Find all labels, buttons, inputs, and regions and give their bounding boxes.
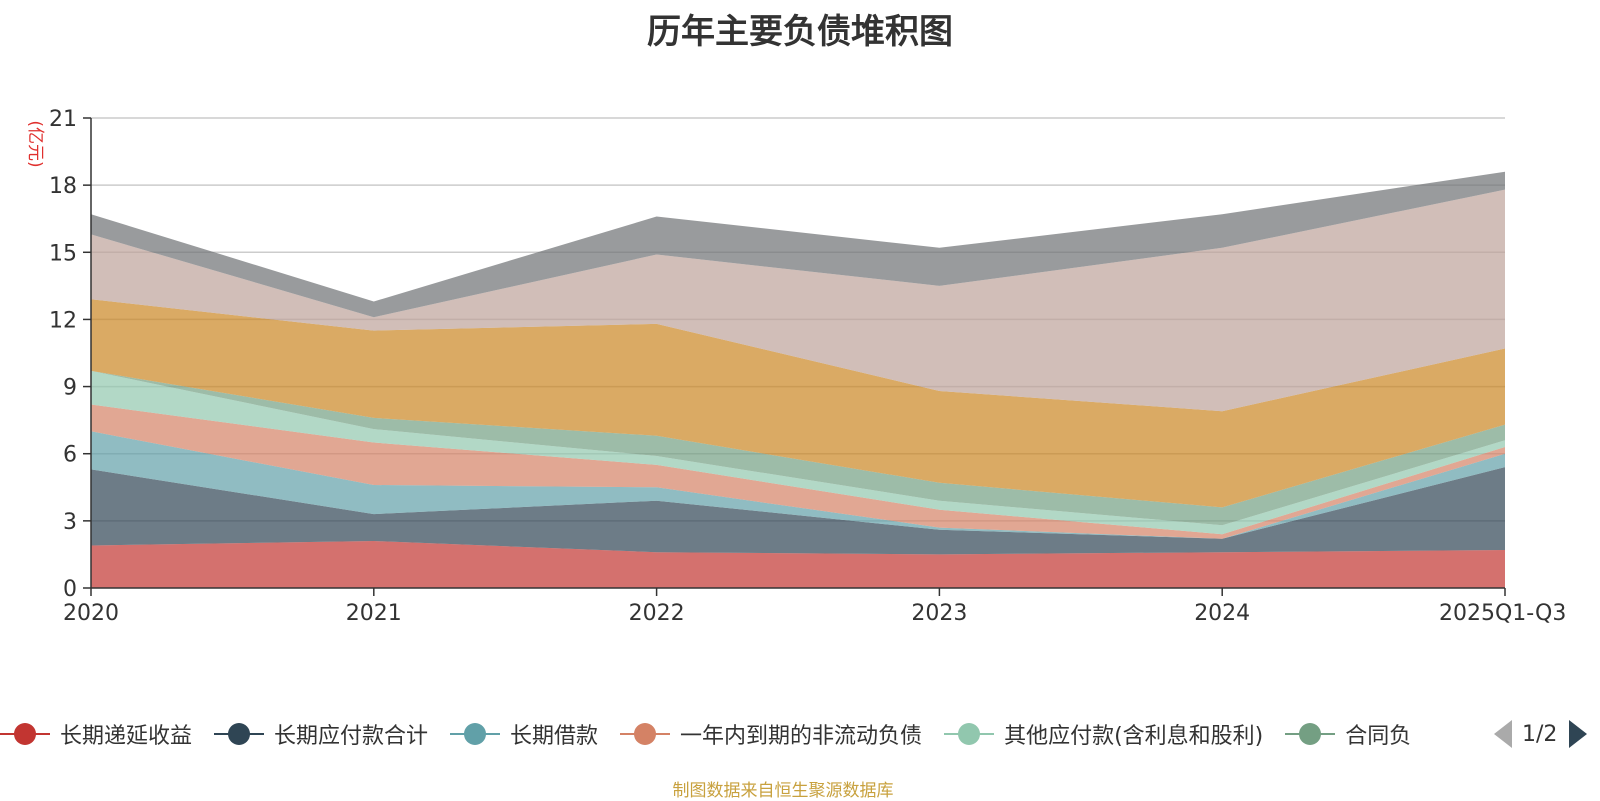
y-tick-label: 21 bbox=[49, 107, 77, 132]
area-应付账款 bbox=[91, 299, 1505, 508]
y-tick-label: 6 bbox=[63, 443, 77, 468]
legend-page-indicator: 1/2 bbox=[1522, 721, 1558, 747]
area-应付票据 bbox=[91, 189, 1505, 412]
y-tick-label: 3 bbox=[63, 510, 77, 535]
area-长期借款 bbox=[91, 431, 1505, 539]
x-tick-label: 2021 bbox=[346, 601, 402, 626]
legend-item[interactable]: 一年内到期的非流动负债 bbox=[620, 714, 922, 754]
legend-marker-icon bbox=[944, 722, 995, 746]
chart-plot: 0 3 6 9 12 15 18 21 2020 2021 2022 2023 2024 2025Q1-Q… bbox=[25, 107, 1566, 626]
x-tick-label: 2023 bbox=[911, 601, 967, 626]
y-axis-unit-label: (亿元) bbox=[25, 120, 45, 167]
x-tick-label: 2022 bbox=[629, 601, 685, 626]
legend-label: 一年内到期的非流动负债 bbox=[680, 724, 923, 749]
legend-marker-icon bbox=[214, 722, 265, 746]
chart-title: 历年主要负债堆积图 bbox=[647, 12, 953, 52]
legend-item[interactable]: 其他应付款(含利息和股利) bbox=[944, 714, 1263, 754]
legend-next-page-icon[interactable] bbox=[1569, 720, 1588, 748]
legend: 长期递延收益 长期应付款合计 长期借款 一年内到期的非流动负债 其他应付款(含利息和股利… bbox=[0, 714, 1488, 754]
area-长期递延收益 bbox=[91, 541, 1505, 588]
legend-item[interactable]: 合同负 bbox=[1285, 714, 1411, 754]
legend-marker-icon bbox=[1285, 722, 1336, 746]
legend-item[interactable]: 长期递延收益 bbox=[0, 714, 192, 754]
area-series bbox=[91, 171, 1505, 588]
y-tick-label: 15 bbox=[49, 241, 77, 266]
x-tick-label: 2024 bbox=[1194, 601, 1250, 626]
legend-label: 其他应付款(含利息和股利) bbox=[1004, 724, 1264, 749]
area-长期应付款合计 bbox=[91, 467, 1505, 555]
area-短期借款 bbox=[91, 171, 1505, 318]
source-note: 制图数据来自恒生聚源数据库 bbox=[672, 781, 894, 801]
legend-pager: 1/2 bbox=[1494, 714, 1588, 754]
legend-marker-icon bbox=[450, 722, 501, 746]
y-tick-label: 0 bbox=[63, 577, 77, 602]
x-tick-label: 2025Q1-Q3 bbox=[1439, 601, 1566, 626]
axes: 0 3 6 9 12 15 18 21 2020 2021 2022 2023 2024 2025Q1-Q… bbox=[49, 107, 1566, 626]
y-tick-label: 18 bbox=[49, 174, 77, 199]
area-一年内到期的非流动负债 bbox=[91, 404, 1505, 539]
legend-marker-icon bbox=[620, 722, 671, 746]
legend-item[interactable]: 长期应付款合计 bbox=[214, 714, 428, 754]
legend-item[interactable]: 长期借款 bbox=[450, 714, 598, 754]
legend-label: 合同负 bbox=[1345, 724, 1412, 749]
legend-marker-icon bbox=[0, 722, 50, 746]
legend-label: 长期借款 bbox=[510, 724, 599, 749]
legend-label: 长期递延收益 bbox=[60, 724, 193, 749]
x-tick-label: 2020 bbox=[63, 601, 119, 626]
y-tick-label: 9 bbox=[63, 376, 77, 401]
legend-prev-page-icon[interactable] bbox=[1494, 720, 1512, 748]
legend-label: 长期应付款合计 bbox=[274, 724, 429, 749]
y-tick-label: 12 bbox=[49, 308, 77, 333]
